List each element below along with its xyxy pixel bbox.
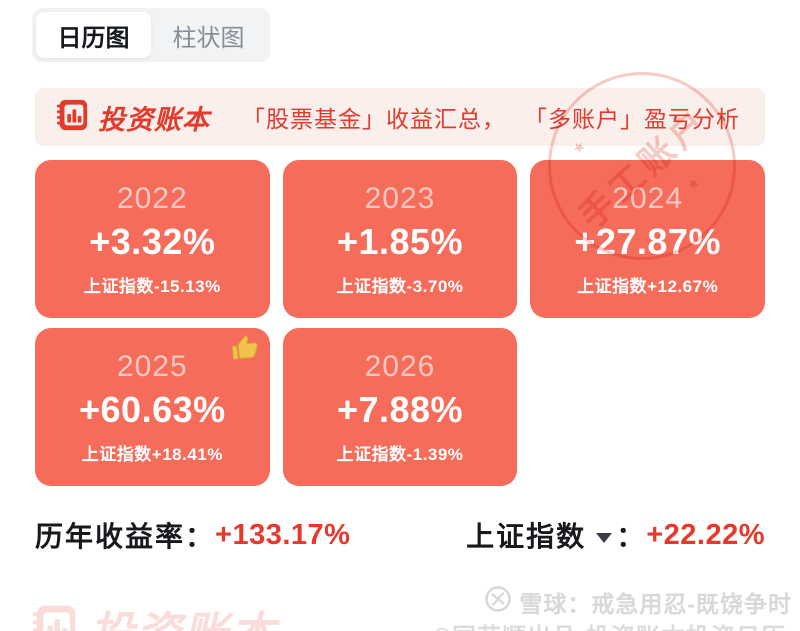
card-index: 上证指数-3.70% bbox=[336, 276, 464, 296]
banner-slogan: 「股票基金」收益汇总， 「多账户」盈亏分析 bbox=[242, 100, 740, 134]
tab-bar-chart[interactable]: 柱状图 bbox=[151, 12, 266, 58]
tab-calendar-chart-label: 日历图 bbox=[57, 24, 130, 52]
year-return-card[interactable]: 2026 +7.88% 上证指数-1.39% bbox=[282, 328, 518, 486]
credit-watermark-line2: ©同花顺出品-投资账本投资日历 bbox=[433, 617, 786, 631]
index-summary: 上证指数 ： +22.22% bbox=[466, 515, 765, 555]
faded-brand-watermark: 投资账本 bbox=[30, 597, 277, 631]
year-return-card[interactable]: 2025 +60.63% 上证指数+18.41% bbox=[35, 328, 270, 486]
banner-slogan-part1: 「股票基金」收益汇总， bbox=[242, 106, 506, 132]
summary-row: 历年收益率： +133.17% 上证指数 ： +22.22% bbox=[35, 515, 765, 555]
year-return-card[interactable]: 2024 +27.87% 上证指数+12.67% bbox=[530, 160, 765, 318]
ledger-logo-icon-faded bbox=[30, 603, 78, 631]
brand-name: 投资账本 bbox=[98, 104, 210, 135]
year-return-card[interactable]: 2023 +1.85% 上证指数-3.70% bbox=[282, 160, 518, 318]
card-index: 上证指数-1.39% bbox=[336, 444, 464, 464]
index-label: 上证指数 bbox=[466, 521, 587, 552]
card-year: 2023 bbox=[364, 181, 436, 215]
index-value: +22.22% bbox=[646, 518, 765, 551]
card-year: 2022 bbox=[116, 181, 188, 215]
credit-watermark-line1: 雪球：戒急用忍-既饶争时 bbox=[484, 585, 792, 619]
credit-text-line2: ©同花顺出品-投资账本投资日历 bbox=[433, 624, 786, 631]
card-return: +7.88% bbox=[336, 388, 464, 430]
thumbs-up-icon bbox=[230, 333, 260, 363]
total-return-label: 历年收益率： bbox=[35, 521, 216, 552]
card-index: 上证指数+12.67% bbox=[577, 276, 719, 296]
card-return: +1.85% bbox=[336, 220, 464, 262]
faded-brand-name: 投资账本 bbox=[89, 597, 277, 631]
index-colon: ： bbox=[616, 521, 647, 552]
card-index: 上证指数+18.41% bbox=[81, 444, 223, 464]
credit-text-line1: 雪球：戒急用忍-既饶争时 bbox=[519, 591, 792, 617]
banner-slogan-part2: 「多账户」盈亏分析 bbox=[524, 106, 740, 132]
card-return: +27.87% bbox=[574, 220, 721, 262]
tab-bar-chart-label: 柱状图 bbox=[172, 24, 245, 52]
card-return: +60.63% bbox=[79, 388, 226, 430]
ledger-logo-icon bbox=[55, 98, 89, 137]
cards-grid: 2022 +3.32% 上证指数-15.13% 2023 +1.85% 上证指数… bbox=[35, 160, 765, 486]
card-year: 2026 bbox=[364, 349, 436, 383]
chart-type-tabbar: 日历图 柱状图 bbox=[32, 8, 270, 62]
app-banner: 投资账本 「股票基金」收益汇总， 「多账户」盈亏分析 bbox=[35, 88, 765, 146]
total-return-value: +133.17% bbox=[215, 518, 351, 551]
chevron-down-icon[interactable] bbox=[596, 532, 613, 543]
brand: 投资账本 bbox=[55, 98, 210, 137]
snowball-logo-icon bbox=[484, 585, 512, 619]
card-year: 2025 bbox=[116, 349, 188, 383]
card-return: +3.32% bbox=[89, 220, 216, 262]
card-year: 2024 bbox=[612, 181, 684, 215]
year-return-card[interactable]: 2022 +3.32% 上证指数-15.13% bbox=[35, 160, 270, 318]
card-index: 上证指数-15.13% bbox=[83, 276, 221, 296]
tab-calendar-chart[interactable]: 日历图 bbox=[36, 12, 151, 58]
